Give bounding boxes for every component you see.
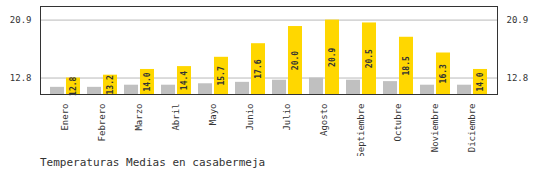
svg-text:20.9: 20.9 [10,15,32,25]
svg-text:20.9: 20.9 [328,47,337,66]
svg-text:Junio: Junio [245,104,255,131]
svg-text:Julio: Julio [282,104,292,131]
svg-text:Noviembre: Noviembre [430,104,440,153]
svg-text:Abril: Abril [171,104,181,131]
svg-text:12.8: 12.8 [507,73,529,83]
svg-text:Marzo: Marzo [134,104,144,131]
svg-text:16.3: 16.3 [439,64,448,83]
svg-text:Diciembre: Diciembre [467,104,477,153]
svg-text:Mayo: Mayo [208,104,218,126]
svg-text:Febrero: Febrero [97,104,107,142]
svg-text:14.0: 14.0 [143,72,152,91]
svg-text:Octubre: Octubre [393,104,403,142]
svg-text:20.5: 20.5 [365,49,374,68]
svg-text:Agosto: Agosto [319,104,329,137]
svg-text:Septiembre: Septiembre [356,104,366,157]
html-text:Temperaturas Medias en casaber: Temperaturas Medias en casabermeja [40,156,266,169]
svg-text:Enero: Enero [60,104,70,131]
svg-text:20.0: 20.0 [291,51,300,70]
svg-text:15.7: 15.7 [217,66,226,85]
svg-text:17.6: 17.6 [254,59,263,78]
svg-text:12.8: 12.8 [69,76,78,95]
svg-text:13.2: 13.2 [106,75,115,94]
svg-text:14.4: 14.4 [180,71,189,90]
svg-text:20.9: 20.9 [507,15,529,25]
svg-text:12.8: 12.8 [10,73,32,83]
svg-text:14.0: 14.0 [476,72,485,91]
svg-text:18.5: 18.5 [402,56,411,75]
